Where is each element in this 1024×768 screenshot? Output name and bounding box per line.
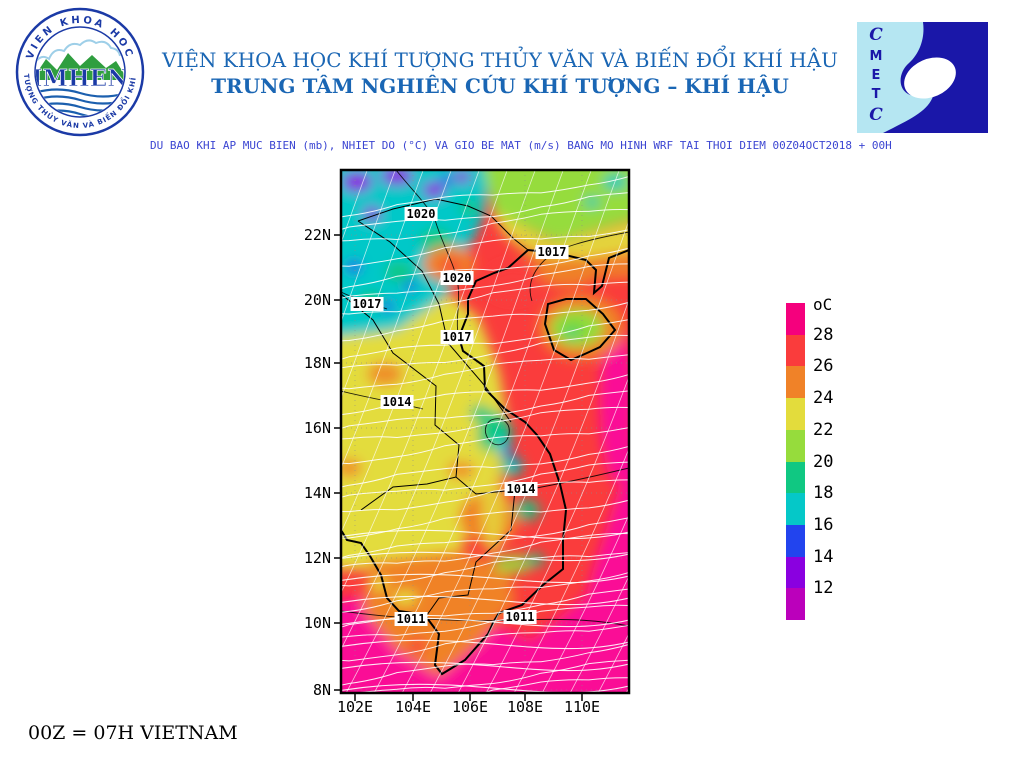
mountains-shape <box>36 53 124 80</box>
legend-color-segment <box>786 429 805 462</box>
legend-unit-label: oC <box>813 295 833 314</box>
latitude-tick-label: 18N <box>303 354 331 372</box>
border-mekong <box>341 293 460 478</box>
imhen-wordmark: IMHEN <box>32 65 129 92</box>
imhen-logo: VIEN KHOA HOC KHÍ TƯỢNG THỦY VĂN VÀ BIẾN… <box>11 0 146 138</box>
legend-color-segment <box>786 461 805 494</box>
wind-streamlines <box>341 170 629 693</box>
latitude-tick-label: 22N <box>303 226 331 244</box>
legend-color-segment <box>786 524 805 557</box>
latitude-tick-label: 20N <box>303 291 331 309</box>
pressure-label: 1011 <box>394 612 428 626</box>
longitude-tick-label: 110E <box>563 698 601 716</box>
temperature-legend: oC 28 26 24 22 20 18 16 14 12 <box>786 295 896 641</box>
cmetc-letter: M <box>869 49 883 64</box>
legend-color-segment <box>786 493 805 525</box>
pressure-label: 1017 <box>535 245 569 259</box>
latitude-tick-label: 8N <box>312 681 331 699</box>
map-canvas <box>334 168 631 701</box>
legend-color-segment <box>786 334 805 367</box>
pressure-label: 1011 <box>503 610 537 624</box>
cmetc-letter: C <box>869 105 883 125</box>
forecast-subtitle: DU BAO KHI AP MUC BIEN (mb), NHIET DO (°… <box>150 139 892 152</box>
legend-tick-label: 18 <box>813 483 834 504</box>
latitude-tick-label: 14N <box>303 484 331 502</box>
cmetc-letter: C <box>869 25 883 45</box>
timezone-note: 00Z = 07H VIETNAM <box>28 722 238 744</box>
axis-ticks <box>334 234 583 701</box>
legend-color-segment <box>786 366 805 399</box>
legend-tick-label: 28 <box>813 324 834 345</box>
legend-color-segment <box>786 398 805 430</box>
pressure-label: 1020 <box>440 271 474 285</box>
map-frame <box>339 168 631 695</box>
pressure-label: 1017 <box>350 297 384 311</box>
forecast-map: 1020 1017 1020 1017 1017 1014 1014 1011 1011 22N… <box>304 162 637 722</box>
legend-tick-label: 22 <box>813 419 834 440</box>
legend-tick-label: 20 <box>813 451 834 472</box>
hainan-island-outline <box>543 298 617 362</box>
longitude-tick-label: 104E <box>394 698 432 716</box>
cmetc-letter: T <box>871 87 881 102</box>
institute-title: VIỆN KHOA HỌC KHÍ TƯỢNG THỦY VĂN VÀ BIẾN… <box>161 48 838 72</box>
cloud-outline <box>36 39 121 65</box>
legend-color-bar <box>786 303 805 621</box>
longitude-tick-label: 106E <box>451 698 489 716</box>
longitude-tick-label: 108E <box>506 698 544 716</box>
legend-tick-label: 14 <box>813 546 834 567</box>
pressure-label: 1020 <box>404 207 438 221</box>
legend-tick-label: 24 <box>813 388 834 409</box>
cmetc-ellipse <box>904 57 956 99</box>
legend-color-segment <box>786 588 805 621</box>
latitude-tick-label: 16N <box>303 419 331 437</box>
legend-tick-label: 16 <box>813 514 834 535</box>
latitude-tick-label: 10N <box>303 614 331 632</box>
legend-color-segment <box>786 303 805 335</box>
pressure-label: 1014 <box>504 482 538 496</box>
longitude-tick-label: 102E <box>336 698 374 716</box>
latitude-tick-label: 12N <box>303 549 331 567</box>
pressure-label: 1014 <box>380 395 414 409</box>
legend-tick-label: 12 <box>813 578 834 599</box>
legend-color-segment <box>786 556 805 589</box>
legend-tick-label: 26 <box>813 356 834 377</box>
header-titles: VIỆN KHOA HỌC KHÍ TƯỢNG THỦY VĂN VÀ BIẾN… <box>150 48 850 99</box>
center-title: TRUNG TÂM NGHIÊN CỨU KHÍ TƯỢNG – KHÍ HẬU <box>211 74 789 98</box>
cmetc-letter: E <box>871 68 881 83</box>
pressure-label: 1017 <box>440 330 474 344</box>
